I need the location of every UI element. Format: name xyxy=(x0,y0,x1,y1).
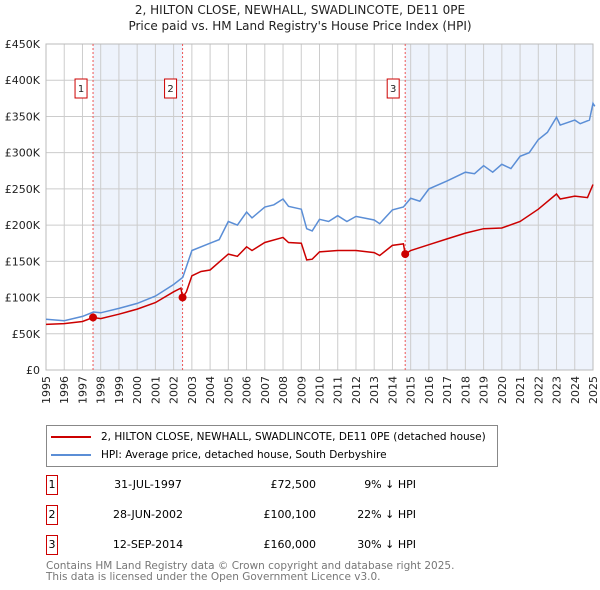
x-tick-label: 2018 xyxy=(459,376,472,404)
x-tick-label: 1996 xyxy=(58,376,71,404)
x-tick-label: 2024 xyxy=(569,376,582,404)
x-tick-label: 2001 xyxy=(149,376,162,404)
sale-point xyxy=(401,250,410,259)
legend-label: HPI: Average price, detached house, Sout… xyxy=(101,449,387,461)
plot-frame xyxy=(45,43,594,371)
sale-point xyxy=(89,313,98,322)
x-tick-label: 2016 xyxy=(423,376,436,404)
x-tick-label: 2020 xyxy=(496,376,509,404)
x-tick-label: 2008 xyxy=(277,376,290,404)
x-tick-label: 2009 xyxy=(295,376,308,404)
sale-marker-label: 2 xyxy=(167,84,173,95)
x-tick-label: 2017 xyxy=(441,376,454,404)
chart-title: 2, HILTON CLOSE, NEWHALL, SWADLINCOTE, D… xyxy=(134,3,466,17)
sale-price: £100,100 xyxy=(263,508,317,521)
x-tick-label: 2021 xyxy=(514,376,527,404)
y-tick-label: £150K xyxy=(5,255,41,268)
sale-price: £72,500 xyxy=(270,478,317,491)
series-line-property xyxy=(45,184,594,326)
x-tick-label: 1998 xyxy=(95,376,108,404)
x-tick-label: 2010 xyxy=(314,376,327,404)
sale-price: £160,000 xyxy=(263,538,317,551)
x-tick-label: 2022 xyxy=(532,376,545,404)
sale-marker-label: 3 xyxy=(390,84,396,95)
x-tick-label: 2023 xyxy=(551,376,564,404)
footer-line-1: Contains HM Land Registry data © Crown c… xyxy=(46,560,455,572)
x-tick-label: 2003 xyxy=(186,376,199,404)
legend-swatch xyxy=(51,454,91,456)
sale-date: 31-JUL-1997 xyxy=(114,478,182,491)
x-tick-label: 2013 xyxy=(368,376,381,404)
plot: 1995 1996 1997 1998 1999 2000 2001 2002 2003 2004… xyxy=(5,38,600,404)
y-tick-label: £250K xyxy=(5,183,41,196)
legend-swatch xyxy=(51,436,91,438)
legend-item-hpi: HPI: Average price, detached house, Sout… xyxy=(51,447,387,463)
y-tick-label: £300K xyxy=(5,147,41,160)
y-tick-label: £400K xyxy=(5,74,41,87)
chart-subtitle: Price paid vs. HM Land Registry's House … xyxy=(128,19,472,33)
x-tick-label: 2006 xyxy=(241,376,254,404)
y-tick-label: £100K xyxy=(5,292,41,305)
shade-region xyxy=(405,44,593,370)
x-tick-label: 1999 xyxy=(113,376,126,404)
x-tick-label: 2004 xyxy=(204,376,217,404)
x-tick-label: 2025 xyxy=(587,376,600,404)
sale-badge: 1 xyxy=(46,475,58,495)
sale-point xyxy=(178,293,187,302)
sale-date: 28-JUN-2002 xyxy=(112,508,184,521)
y-tick-label: £50K xyxy=(12,328,41,341)
sale-hpi-diff: 22% ↓ HPI xyxy=(357,508,416,521)
x-tick-label: 2011 xyxy=(332,376,345,404)
sale-marker-label: 1 xyxy=(78,84,84,95)
sale-hpi-diff: 9% ↓ HPI xyxy=(364,478,416,491)
y-tick-label: £350K xyxy=(5,110,41,123)
x-tick-label: 2019 xyxy=(478,376,491,404)
x-tick-label: 1997 xyxy=(76,376,89,404)
sale-date: 12-SEP-2014 xyxy=(112,538,184,551)
x-tick-label: 2007 xyxy=(259,376,272,404)
x-tick-label: 2005 xyxy=(222,376,235,404)
legend-item-property: 2, HILTON CLOSE, NEWHALL, SWADLINCOTE, D… xyxy=(51,429,486,445)
x-tick-label: 2012 xyxy=(350,376,363,404)
series-line-hpi xyxy=(45,101,596,322)
footer-line-2: This data is licensed under the Open Gov… xyxy=(46,571,381,583)
sale-badge: 2 xyxy=(46,505,58,525)
sale-marker-box xyxy=(164,78,178,99)
y-tick-label: £450K xyxy=(5,38,41,51)
sale-hpi-diff: 30% ↓ HPI xyxy=(357,538,416,551)
x-tick-label: 2000 xyxy=(131,376,144,404)
sale-marker-box xyxy=(74,78,88,99)
x-tick-label: 1995 xyxy=(40,376,53,404)
footer: Contains HM Land Registry data © Crown c… xyxy=(46,561,454,583)
y-tick-label: £200K xyxy=(5,219,41,232)
sale-marker-box xyxy=(386,78,400,99)
x-tick-label: 2015 xyxy=(405,376,418,404)
x-tick-label: 2002 xyxy=(168,376,181,404)
y-tick-label: £0 xyxy=(26,364,40,377)
legend: 2, HILTON CLOSE, NEWHALL, SWADLINCOTE, D… xyxy=(46,425,498,467)
x-tick-label: 2014 xyxy=(386,376,399,404)
sale-badge: 3 xyxy=(46,535,58,555)
legend-label: 2, HILTON CLOSE, NEWHALL, SWADLINCOTE, D… xyxy=(101,431,486,443)
